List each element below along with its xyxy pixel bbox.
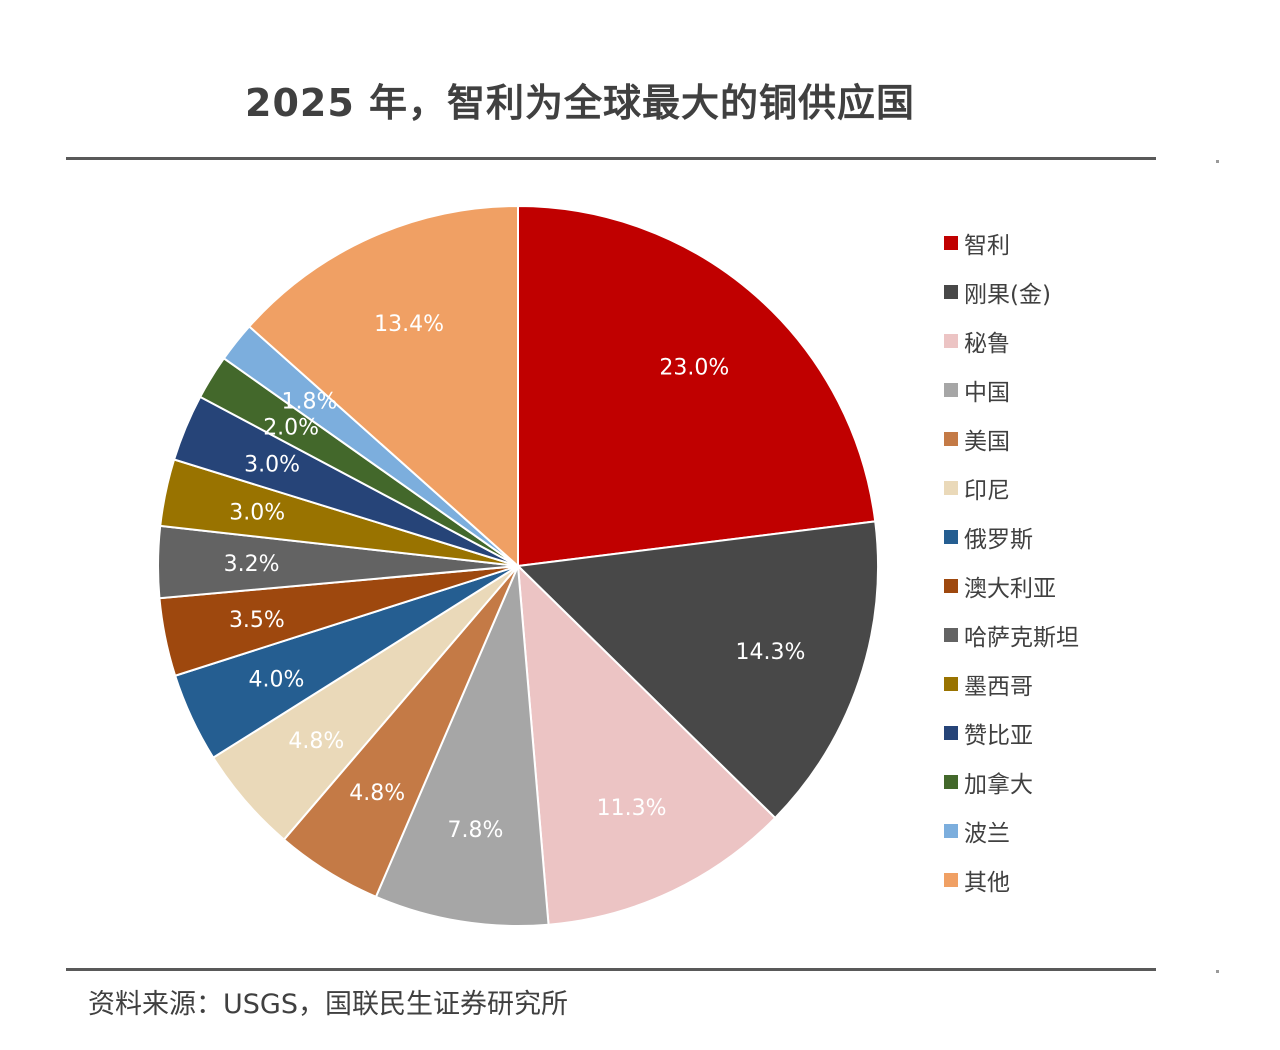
legend-label: 墨西哥 <box>964 674 1033 700</box>
legend-label: 哈萨克斯坦 <box>964 625 1079 651</box>
legend-item: 赞比亚 <box>944 718 1033 749</box>
legend-swatch <box>944 334 958 348</box>
slice-data-label: 3.2% <box>224 552 280 577</box>
slice-data-label: 7.8% <box>448 818 504 843</box>
legend-label: 中国 <box>964 380 1010 406</box>
legend-item: 刚果(金) <box>944 277 1051 308</box>
legend-item: 澳大利亚 <box>944 571 1056 602</box>
slice-data-label: 13.4% <box>374 312 444 337</box>
legend-item: 墨西哥 <box>944 669 1033 700</box>
pie-slice <box>247 204 519 569</box>
slice-data-label: 2.0% <box>263 415 319 440</box>
legend-item: 其他 <box>944 865 1010 896</box>
legend-label: 刚果(金) <box>964 282 1051 308</box>
slice-data-label: 11.3% <box>597 796 667 821</box>
legend-label: 波兰 <box>964 821 1010 847</box>
legend-swatch <box>944 236 958 250</box>
legend-label: 澳大利亚 <box>964 576 1056 602</box>
pie-slice <box>517 204 877 568</box>
legend-swatch <box>944 579 958 593</box>
slice-data-label: 3.0% <box>229 501 285 526</box>
bottom-divider <box>66 968 1156 971</box>
legend-swatch <box>944 481 958 495</box>
legend-item: 印尼 <box>944 473 1010 504</box>
legend-label: 加拿大 <box>964 772 1033 798</box>
legend-swatch <box>944 285 958 299</box>
edge-mark <box>1216 970 1219 973</box>
legend-item: 美国 <box>944 424 1010 455</box>
edge-mark <box>1216 160 1219 163</box>
slice-data-label: 3.5% <box>229 608 285 633</box>
legend-item: 俄罗斯 <box>944 522 1033 553</box>
legend-swatch <box>944 775 958 789</box>
legend-item: 波兰 <box>944 816 1010 847</box>
legend-label: 其他 <box>964 870 1010 896</box>
legend-label: 智利 <box>964 233 1010 259</box>
legend-label: 赞比亚 <box>964 723 1033 749</box>
source-note: 资料来源：USGS，国联民生证券研究所 <box>88 989 568 1020</box>
legend-label: 秘鲁 <box>964 331 1010 357</box>
top-divider <box>66 157 1156 160</box>
pie-slice <box>374 565 550 927</box>
slice-data-label: 3.0% <box>244 453 300 478</box>
legend-swatch <box>944 726 958 740</box>
legend-swatch <box>944 873 958 887</box>
legend-label: 美国 <box>964 429 1010 455</box>
slice-data-label: 4.0% <box>249 667 305 692</box>
legend-label: 俄罗斯 <box>964 527 1033 553</box>
legend-swatch <box>944 383 958 397</box>
legend-item: 智利 <box>944 228 1010 259</box>
legend-swatch <box>944 677 958 691</box>
legend-item: 哈萨克斯坦 <box>944 620 1079 651</box>
legend-swatch <box>944 432 958 446</box>
slice-data-label: 4.8% <box>288 729 344 754</box>
slice-data-label: 14.3% <box>735 640 805 665</box>
slice-data-label: 1.8% <box>281 389 337 414</box>
legend-item: 加拿大 <box>944 767 1033 798</box>
legend-swatch <box>944 628 958 642</box>
chart-title: 2025 年，智利为全球最大的铜供应国 <box>245 81 915 125</box>
slice-data-label: 23.0% <box>659 355 729 380</box>
slice-data-label: 4.8% <box>349 781 405 806</box>
legend-item: 中国 <box>944 375 1010 406</box>
legend-swatch <box>944 824 958 838</box>
legend-item: 秘鲁 <box>944 326 1010 357</box>
pie-slice <box>515 520 879 820</box>
pie-slice <box>516 563 777 926</box>
legend-swatch <box>944 530 958 544</box>
legend-label: 印尼 <box>964 478 1010 504</box>
